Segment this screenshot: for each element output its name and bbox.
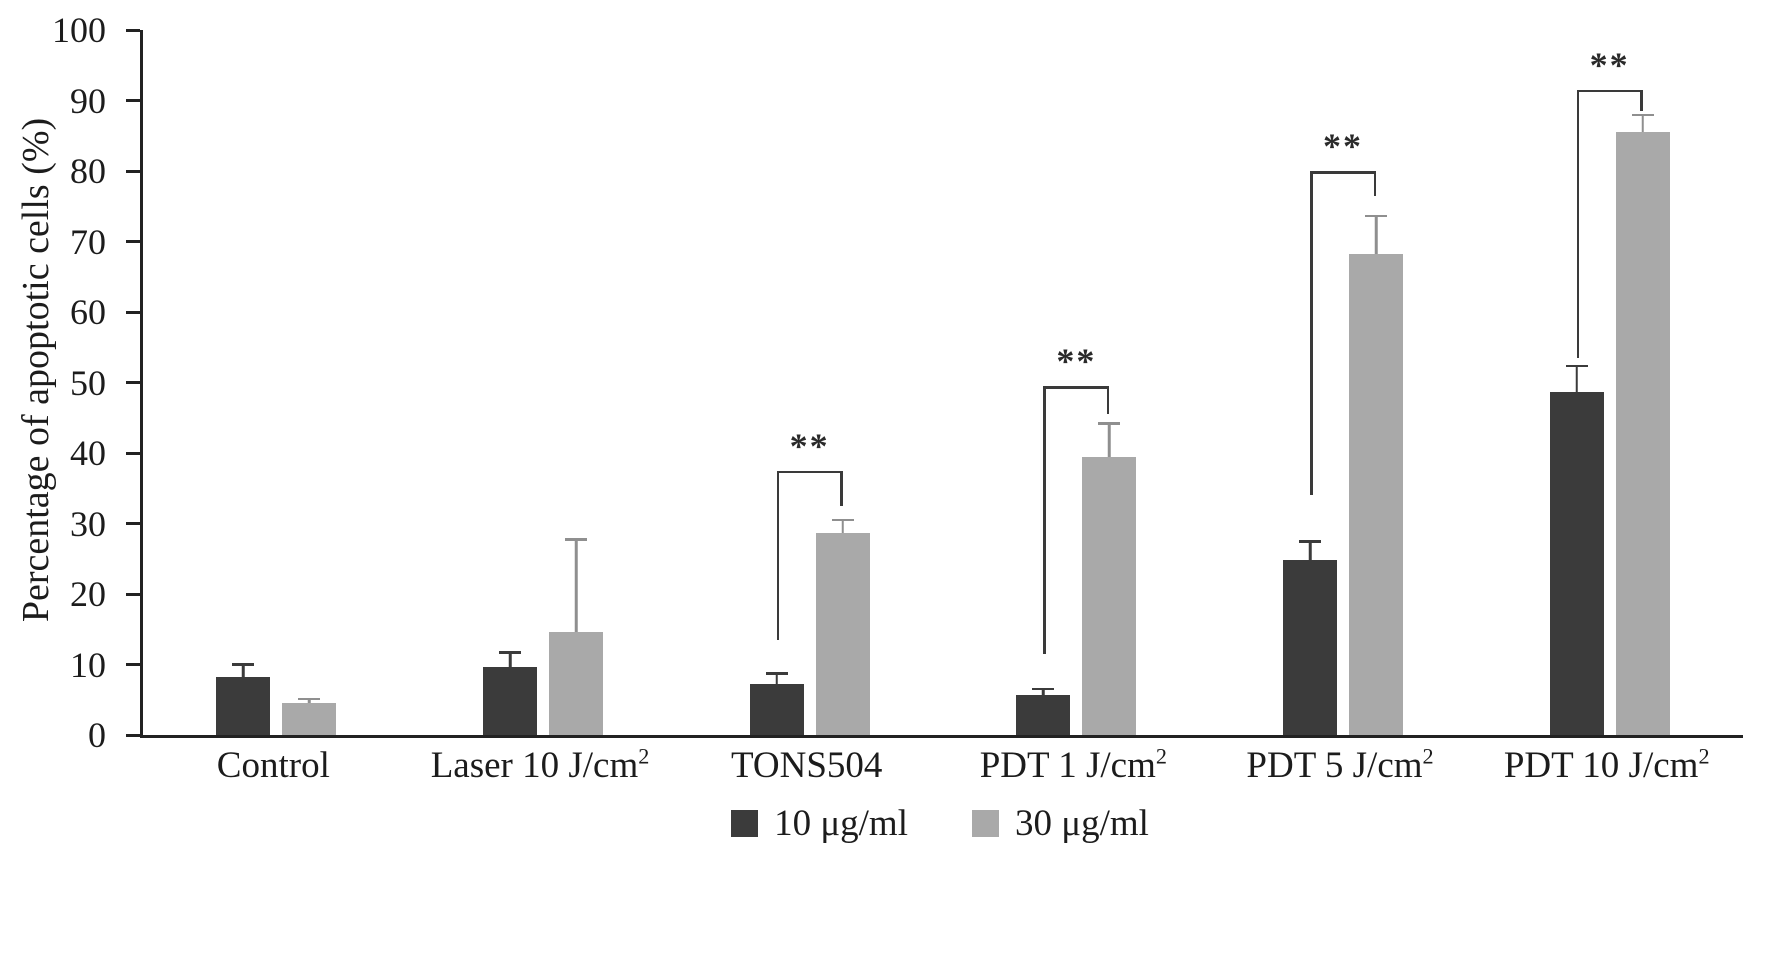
y-tick-mark: [126, 592, 140, 596]
y-tick-mark: [126, 169, 140, 173]
bar-series-1: [749, 672, 804, 735]
error-bar: [1641, 113, 1644, 133]
y-tick-mark: [126, 451, 140, 455]
bar-series-2: [1082, 422, 1137, 735]
y-tick-label: 10: [70, 644, 106, 685]
legend-label: 10 μg/ml: [774, 803, 908, 844]
legend-item: 10 μg/ml: [731, 802, 908, 845]
bar-group: [143, 30, 410, 735]
y-tick-label: 40: [70, 433, 106, 473]
bar-series-2: [282, 697, 337, 735]
legend: 10 μg/ml 30 μg/ml: [140, 802, 1740, 845]
error-bar-cap: [298, 697, 321, 701]
error-bar: [775, 672, 778, 685]
y-tick-mark: [126, 522, 140, 525]
y-tick-label: 60: [70, 292, 106, 332]
error-bar: [1108, 422, 1111, 457]
x-axis-label-text: PDT 5 J/cm: [1246, 745, 1423, 786]
error-bar: [242, 663, 245, 678]
error-bar-cap: [1365, 214, 1388, 218]
bar-series-1: [216, 663, 271, 735]
bar-group: [943, 30, 1210, 735]
bar-series-2: [1615, 113, 1670, 735]
legend-swatch: [731, 810, 759, 837]
x-axis-label-text: Control: [216, 745, 330, 786]
y-tick-mark: [126, 28, 140, 32]
error-bar-cap: [1631, 113, 1654, 117]
x-axis-label: Control: [140, 744, 407, 787]
error-bar: [1042, 687, 1045, 695]
y-tick-label: 70: [70, 221, 106, 262]
error-bar-cap: [765, 672, 788, 675]
bar-series-2: [1349, 214, 1404, 735]
bar-group: [676, 30, 943, 735]
y-tick-mark: [126, 663, 140, 666]
x-axis-labels: Control Laser 10 J/cm2 TONS504 PDT 1 J/cm2 P…: [140, 744, 1740, 787]
bar-series-1: [483, 651, 537, 735]
error-bar-cap: [831, 518, 854, 522]
error-bar-cap: [1299, 540, 1322, 543]
legend-item: 30 μg/ml: [972, 802, 1149, 845]
y-tick-mark: [126, 99, 140, 102]
error-bar: [841, 518, 844, 533]
legend-label: 30 μg/ml: [1015, 803, 1149, 844]
error-bar-cap: [499, 651, 521, 654]
error-bar: [1374, 214, 1378, 255]
error-bar: [1575, 364, 1578, 393]
x-axis-label-text: PDT 1 J/cm: [979, 745, 1156, 786]
bar-series-2: [815, 518, 870, 735]
x-axis-label-text: Laser 10 J/cm: [430, 745, 639, 786]
y-tick-label: 100: [52, 10, 106, 50]
y-tick-mark: [126, 240, 140, 243]
y-tick-label: 50: [70, 362, 106, 403]
bar-series-1: [1549, 364, 1604, 735]
plot-area: ** ** ** **: [140, 30, 1743, 738]
error-bar-cap: [232, 663, 255, 666]
x-axis-label-superscript: 2: [1698, 743, 1710, 769]
y-tick-label: 30: [70, 503, 106, 544]
error-bar-cap: [1565, 364, 1588, 368]
y-axis: 0 10 20 30 40 50 60 70 80 90 100: [0, 10, 140, 755]
legend-swatch: [972, 810, 999, 837]
x-axis-label: PDT 10 J/cm2: [1473, 744, 1740, 787]
error-bar-cap: [1032, 687, 1055, 691]
error-bar: [574, 538, 578, 633]
x-axis-label-text: PDT 10 J/cm: [1503, 745, 1699, 786]
x-axis-label-superscript: 2: [1155, 743, 1167, 769]
error-bar-cap: [565, 538, 587, 541]
x-axis-label: PDT 1 J/cm2: [940, 744, 1207, 787]
y-tick-label: 80: [70, 151, 106, 191]
x-axis-label-superscript: 2: [1422, 743, 1434, 769]
y-tick-mark: [126, 733, 140, 737]
x-axis-label-text: TONS504: [730, 745, 883, 786]
error-bar: [1308, 540, 1312, 561]
bar-group: [410, 30, 677, 735]
error-bar: [508, 651, 512, 667]
bar-series-1: [1283, 540, 1338, 735]
bar-series-2: [549, 538, 603, 735]
y-tick-label: 0: [88, 715, 106, 755]
y-tick-mark: [126, 310, 140, 314]
y-tick-mark: [126, 381, 140, 384]
bar-group: [1476, 30, 1743, 735]
x-axis-label: PDT 5 J/cm2: [1207, 744, 1474, 787]
bar-group: [1210, 30, 1477, 735]
error-bar-cap: [1098, 422, 1121, 425]
x-axis-label-superscript: 2: [638, 743, 650, 769]
x-axis-label: TONS504: [673, 744, 940, 787]
bar-series-1: [1016, 687, 1071, 735]
y-tick-label: 90: [70, 80, 106, 121]
x-axis-label: Laser 10 J/cm2: [407, 744, 674, 787]
y-tick-label: 20: [70, 574, 106, 614]
